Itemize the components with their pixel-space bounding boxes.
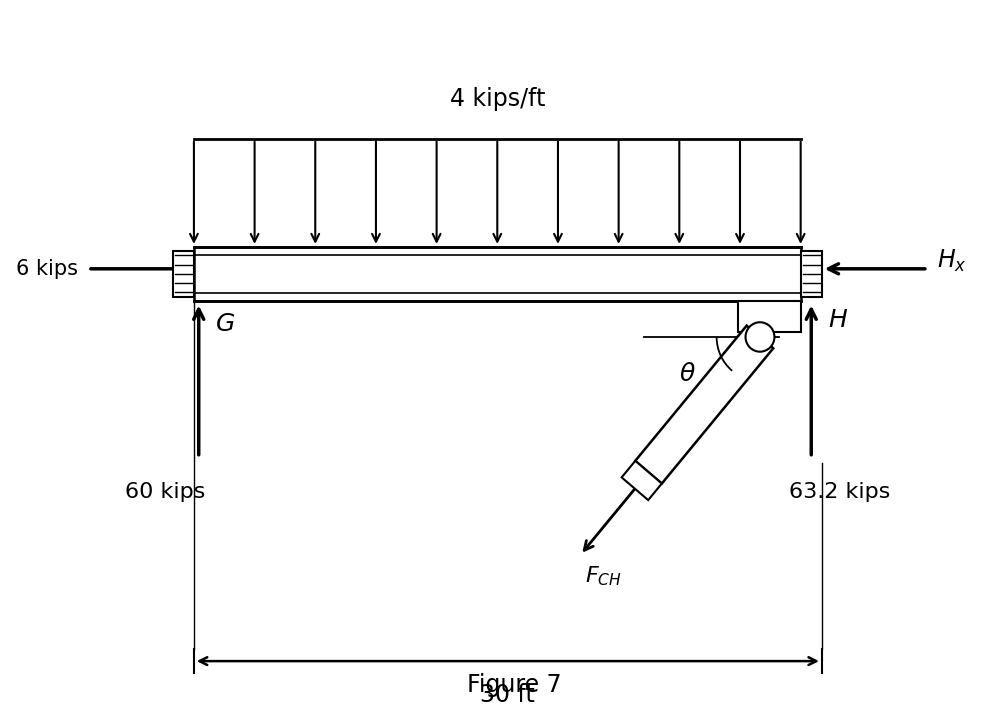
Text: 6 kips: 6 kips xyxy=(16,258,78,279)
Text: G: G xyxy=(216,313,235,336)
Text: 63.2 kips: 63.2 kips xyxy=(790,482,891,502)
Text: 4 kips/ft: 4 kips/ft xyxy=(450,87,545,111)
Bar xyxy=(738,300,801,332)
Text: H: H xyxy=(829,308,847,331)
Text: $F_{CH}$: $F_{CH}$ xyxy=(585,565,622,588)
Text: Figure 7: Figure 7 xyxy=(468,674,562,697)
Text: 60 kips: 60 kips xyxy=(125,482,205,502)
Circle shape xyxy=(745,322,775,352)
Polygon shape xyxy=(622,461,662,500)
Bar xyxy=(173,251,194,297)
Polygon shape xyxy=(635,326,774,484)
Bar xyxy=(194,247,801,300)
Bar xyxy=(801,251,822,297)
Text: $H_x$: $H_x$ xyxy=(938,248,967,274)
Text: $\theta$: $\theta$ xyxy=(679,362,696,386)
Text: 30 ft: 30 ft xyxy=(481,683,535,707)
